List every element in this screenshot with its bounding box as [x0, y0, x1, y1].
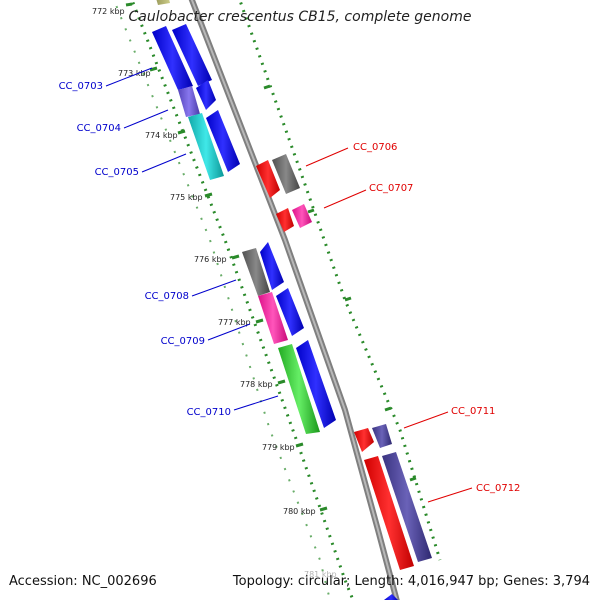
tick-label-778: 778 kbp [240, 380, 273, 389]
gene-label-CC_0709[interactable]: CC_0709 [161, 336, 205, 347]
gene-CC_0712-inner[interactable] [382, 452, 432, 562]
tick-label-781: 781 kbp [304, 570, 337, 579]
genome-summary-text: Topology: circular; Length: 4,016,947 bp… [232, 574, 590, 589]
ruler-inner-rail [130, 0, 355, 600]
gene-CC_0709-inner[interactable] [276, 288, 304, 336]
gene-CC_0704-outer[interactable] [178, 86, 200, 117]
partial-gene-top [156, 0, 170, 5]
gene-CC_0707-inner[interactable] [292, 204, 312, 228]
gene-CC_0708-outer[interactable] [242, 248, 270, 296]
forward-strand-genes [152, 24, 336, 434]
gene-labels: CC_0703 CC_0704 CC_0705 CC_0706 CC_0707 … [59, 81, 521, 494]
gene-CC_0703-inner[interactable] [172, 24, 212, 86]
map-title: Caulobacter crescentus CB15, complete ge… [128, 9, 472, 25]
tick-label-772: 772 kbp [92, 7, 125, 16]
gene-CC_0706-inner[interactable] [272, 154, 300, 194]
gene-label-CC_0704[interactable]: CC_0704 [77, 123, 121, 134]
reverse-strand-genes [256, 154, 432, 570]
gene-CC_0711-inner[interactable] [372, 424, 392, 448]
tick-label-773: 773 kbp [118, 69, 151, 78]
genome-backbone-highlight [190, 0, 398, 600]
tick-label-779: 779 kbp [262, 443, 295, 452]
tick-label-775: 775 kbp [170, 193, 203, 202]
tick-label-776: 776 kbp [194, 255, 227, 264]
tick-label-774: 774 kbp [145, 131, 178, 140]
gene-CC_0711-outer[interactable] [354, 428, 374, 452]
gene-CC_0704-inner[interactable] [196, 80, 216, 110]
tick-label-780: 780 kbp [283, 507, 316, 516]
label-leaders [105, 67, 473, 503]
gene-CC_0707-outer[interactable] [276, 208, 294, 232]
gene-CC_0706-outer[interactable] [256, 160, 280, 198]
gene-label-CC_0711[interactable]: CC_0711 [451, 406, 495, 417]
gene-CC_0705-inner[interactable] [206, 110, 240, 172]
accession-text: Accession: NC_002696 [9, 574, 157, 589]
gene-label-CC_0706[interactable]: CC_0706 [353, 142, 397, 153]
gene-CC_0708-inner[interactable] [260, 242, 284, 290]
ruler-tick-labels: 772 kbp 773 kbp 774 kbp 775 kbp 776 kbp … [92, 7, 337, 579]
gene-CC_0710-outer[interactable] [278, 344, 320, 434]
gene-CC_0710-inner[interactable] [296, 340, 336, 428]
gene-label-CC_0708[interactable]: CC_0708 [145, 291, 189, 302]
gene-label-CC_0710[interactable]: CC_0710 [187, 407, 231, 418]
gene-CC_0705-outer[interactable] [188, 113, 224, 180]
reverse-inner-rail [238, 0, 442, 561]
gene-label-CC_0712[interactable]: CC_0712 [476, 483, 520, 494]
ruler-ticks [125, 2, 417, 512]
partial-gene-bottom [384, 594, 398, 600]
gene-CC_0709-outer[interactable] [258, 292, 288, 344]
gene-label-CC_0705[interactable]: CC_0705 [95, 167, 139, 178]
gene-label-CC_0703[interactable]: CC_0703 [59, 81, 103, 92]
gene-label-CC_0707[interactable]: CC_0707 [369, 183, 413, 194]
gene-CC_0703-outer[interactable] [152, 26, 193, 90]
gene-CC_0712-outer[interactable] [364, 456, 414, 570]
tick-label-777: 777 kbp [218, 318, 251, 327]
